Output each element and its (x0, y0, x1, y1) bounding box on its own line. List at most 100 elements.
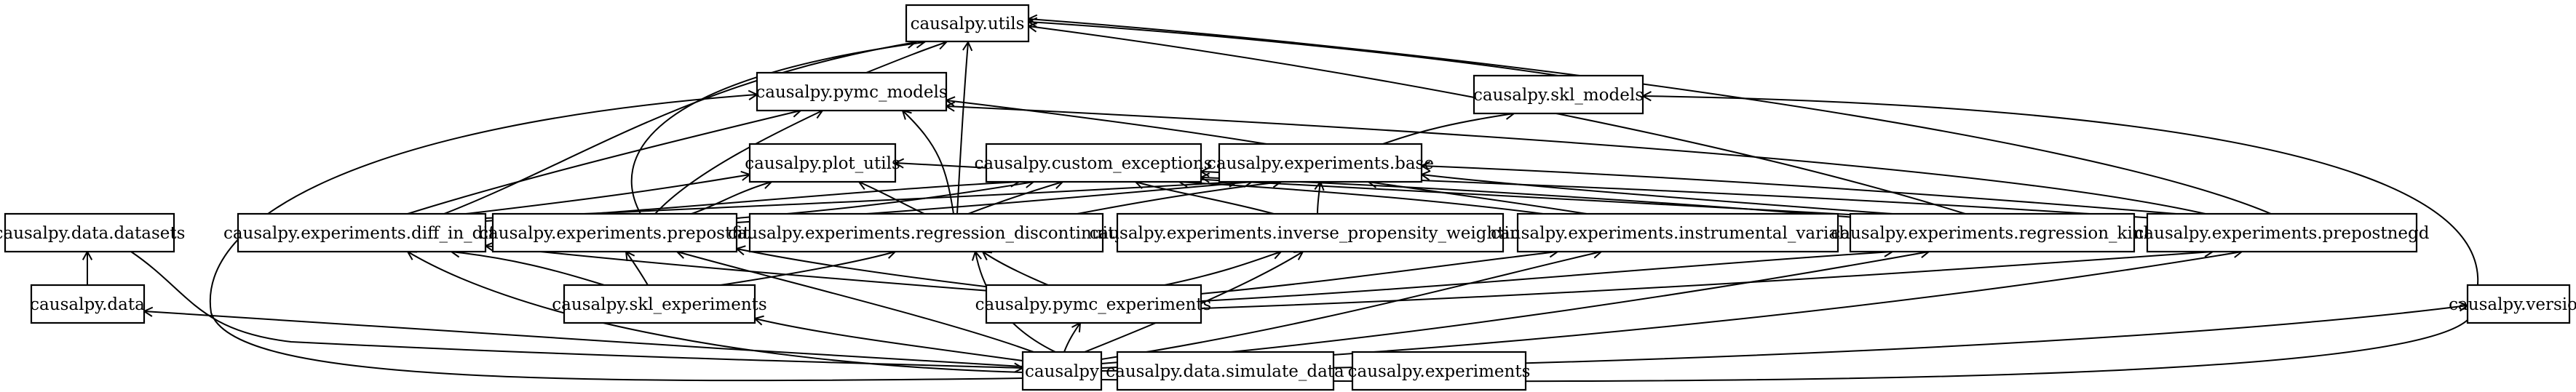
edge-causalpy-to-pymc-experiments (1063, 321, 1082, 353)
node-experiments[interactable]: causalpy.experiments (1348, 351, 1531, 391)
node-experiments-regression-discontinuity-label: causalpy.experiments.regression_disconti… (728, 224, 1124, 243)
edge-line (1101, 95, 2479, 383)
node-experiments-regression-discontinuity[interactable]: causalpy.experiments.regression_disconti… (728, 212, 1124, 253)
edge-line (676, 251, 1034, 353)
edges-layer (82, 14, 2479, 383)
node-experiments-base[interactable]: causalpy.experiments.base (1207, 143, 1434, 183)
node-experiments-regression-kink[interactable]: causalpy.experiments.regression_kink (1831, 212, 2155, 253)
edge-line (754, 318, 1023, 361)
edge-line (902, 110, 954, 215)
node-experiments-prepostnegd-label: causalpy.experiments.prepostnegd (2135, 224, 2430, 243)
edge-line (451, 251, 605, 286)
node-utils[interactable]: causalpy.utils (905, 4, 1030, 43)
edge-data-to-data-datasets (82, 249, 93, 285)
edge-line (1028, 21, 1559, 76)
edge-causalpy-to-exp-prepostnegd (1101, 247, 2244, 369)
node-experiments-inverse-propensity-weighting-label: causalpy.experiments.inverse_propensity_… (1090, 224, 1531, 243)
edge-skl-models-to-utils (1026, 17, 1559, 76)
node-causalpy[interactable]: causalpy (1021, 351, 1103, 391)
node-custom-exceptions[interactable]: causalpy.custom_exceptions (974, 143, 1213, 183)
edge-line (443, 41, 916, 215)
edge-skl-experiments-to-exp-rd (720, 249, 897, 286)
node-experiments-regression-kink-label: causalpy.experiments.regression_kink (1831, 224, 2154, 243)
node-experiments-instrumental-variable[interactable]: causalpy.experiments.instrumental_variab… (1491, 212, 1865, 253)
edge-exp-did-to-utils (443, 38, 918, 215)
edge-pymc-experiments-to-exp-rd (981, 250, 1049, 286)
edge-causalpy-to-exp-rk (1101, 247, 1931, 364)
node-data-datasets[interactable]: causalpy.data.datasets (0, 212, 185, 253)
node-skl-experiments-label: causalpy.skl_experiments (552, 295, 766, 314)
node-experiments-base-label: causalpy.experiments.base (1207, 154, 1434, 173)
node-experiments-prepostfit-label: causalpy.experiments.prepostfit (479, 224, 750, 243)
edge-line (654, 110, 823, 215)
edge-line (1317, 181, 1321, 215)
node-experiments-prepostnegd[interactable]: causalpy.experiments.prepostnegd (2135, 212, 2430, 253)
node-skl-models-label: causalpy.skl_models (1473, 86, 1644, 105)
node-causalpy-label: causalpy (1025, 362, 1099, 381)
node-data[interactable]: causalpy.data (30, 284, 145, 324)
edge-line (982, 251, 1049, 286)
edge-pymc-experiments-to-exp-ipw (1164, 249, 1283, 286)
node-pymc-experiments[interactable]: causalpy.pymc_experiments (975, 284, 1212, 324)
node-plot-utils-label: causalpy.plot_utils (745, 154, 900, 173)
edge-line (1421, 174, 1893, 215)
edge-pymc-experiments-to-exp-prepostnegd (1200, 247, 2215, 309)
edge-exp-base-to-skl-models (1382, 109, 1516, 145)
edge-line (407, 110, 801, 215)
edge-line (967, 181, 1063, 215)
edge-line (1063, 322, 1081, 353)
edge-exp-ipw-to-exp-base (1314, 180, 1325, 215)
edge-line (625, 251, 649, 286)
node-experiments-diff-in-diff-label: causalpy.experiments.diff_in_diff (223, 224, 502, 243)
edge-line (720, 251, 896, 286)
node-pymc-models-label: causalpy.pymc_models (756, 83, 947, 102)
edge-line (143, 311, 1023, 367)
edge-exp-rd-to-utils (956, 40, 973, 215)
edge-line (946, 100, 1267, 145)
edge-skl-experiments-to-exp-did (449, 247, 605, 286)
node-pymc-experiments-label: causalpy.pymc_experiments (975, 295, 1212, 314)
edge-line (736, 248, 998, 289)
node-pymc-models[interactable]: causalpy.pymc_models (756, 71, 948, 112)
edge-line (1101, 251, 1602, 360)
edge-line (1178, 181, 1544, 215)
arrowhead-icon (1071, 321, 1082, 332)
node-experiments-label: causalpy.experiments (1348, 362, 1531, 381)
edge-line (465, 174, 750, 215)
edge-line (630, 41, 925, 215)
edge-line (1421, 165, 2177, 215)
edge-exp-rd-to-plot-utils (857, 180, 925, 215)
arrowhead-icon (981, 250, 993, 261)
edge-line (1200, 251, 2214, 309)
edge-line (130, 251, 1023, 369)
node-utils-label: causalpy.utils (911, 15, 1025, 33)
node-version[interactable]: causalpy.version (2449, 284, 2576, 324)
edge-exp-prepostfit-to-utils (630, 38, 927, 215)
node-experiments-diff-in-diff[interactable]: causalpy.experiments.diff_in_diff (223, 212, 502, 253)
node-data-simulate-data[interactable]: causalpy.data.simulate_data (1106, 351, 1344, 391)
node-skl-models[interactable]: causalpy.skl_models (1473, 74, 1644, 115)
edge-line (407, 251, 1023, 373)
edge-line (1028, 18, 2272, 215)
edge-line (1164, 251, 1282, 286)
node-experiments-inverse-propensity-weighting[interactable]: causalpy.experiments.inverse_propensity_… (1090, 212, 1531, 253)
node-experiments-prepostfit[interactable]: causalpy.experiments.prepostfit (479, 212, 750, 253)
edge-line (1200, 251, 1893, 302)
edge-line (691, 181, 772, 215)
edge-line (1084, 251, 1304, 353)
node-version-label: causalpy.version (2449, 295, 2576, 314)
node-skl-experiments[interactable]: causalpy.skl_experiments (552, 284, 767, 324)
edge-line (1077, 181, 1282, 215)
edge-line (1135, 181, 1275, 215)
nodes-layer: causalpy.utils causalpy.pymc_models caus… (0, 4, 2576, 391)
node-custom-exceptions-label: causalpy.custom_exceptions (974, 154, 1212, 173)
node-data-simulate-data-label: causalpy.data.simulate_data (1106, 362, 1344, 381)
node-experiments-instrumental-variable-label: causalpy.experiments.instrumental_variab… (1491, 224, 1865, 243)
edge-line (1200, 251, 1558, 295)
node-data-datasets-label: causalpy.data.datasets (0, 224, 185, 243)
edge-line (865, 41, 947, 73)
edge-line (1368, 181, 1588, 215)
node-plot-utils[interactable]: causalpy.plot_utils (745, 143, 900, 183)
edge-line (1382, 113, 1515, 145)
